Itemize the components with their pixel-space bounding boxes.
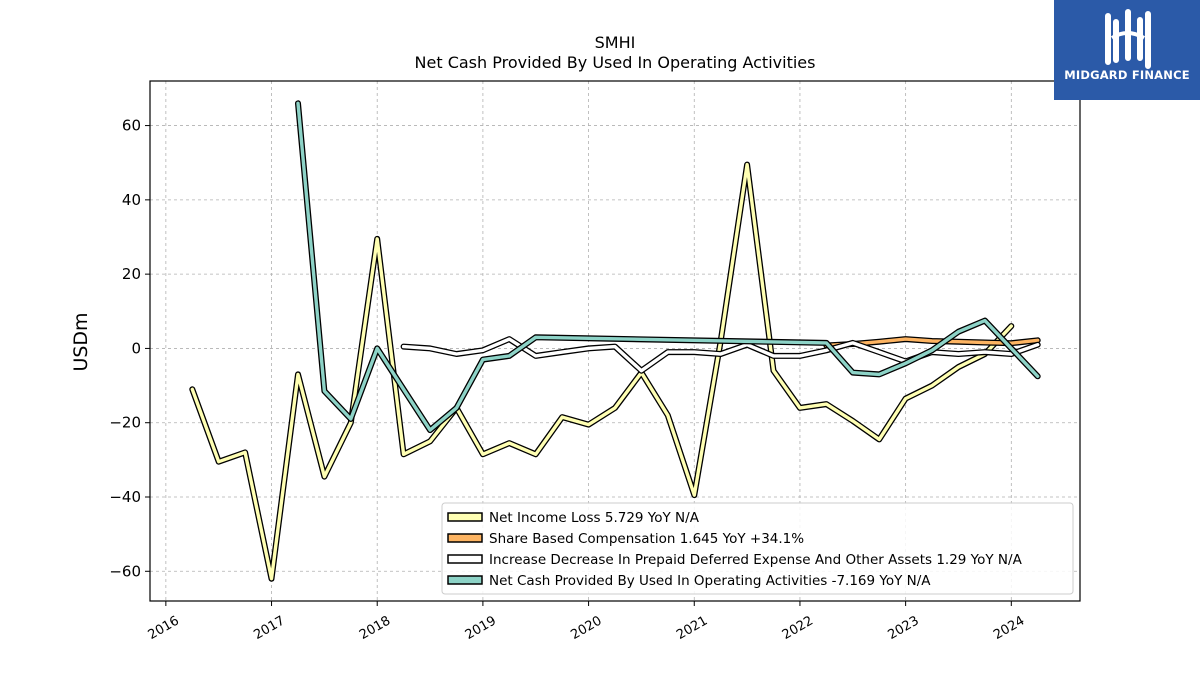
series-stroke [190, 162, 1013, 581]
legend-label: Increase Decrease In Prepaid Deferred Ex… [489, 552, 1023, 568]
legend-label: Net Income Loss 5.729 YoY N/A [489, 510, 700, 526]
chart-title: SMHI [595, 33, 636, 52]
legend-label: Share Based Compensation 1.645 YoY +34.1… [489, 531, 804, 547]
x-tick-label: 2017 [251, 613, 287, 643]
series-line-3 [295, 100, 1041, 434]
y-tick-label: 60 [122, 117, 141, 135]
series-stroke [296, 101, 1040, 432]
midgard-finance-logo: MIDGARD FINANCE [1054, 0, 1200, 100]
chart-subtitle: Net Cash Provided By Used In Operating A… [415, 53, 816, 72]
plot-frame [149, 80, 1081, 602]
legend-swatch [447, 512, 483, 522]
x-tick-label: 2019 [463, 613, 499, 643]
x-tick-label: 2022 [780, 613, 816, 643]
legend-label: Net Cash Provided By Used In Operating A… [489, 573, 931, 589]
x-tick-label: 2016 [146, 613, 182, 643]
y-tick-label: 0 [131, 339, 141, 357]
legend: Net Income Loss 5.729 YoY N/A Share Based… [441, 502, 1074, 595]
legend-swatch [447, 533, 483, 543]
series-layer [189, 100, 1041, 582]
x-tick-label: 2018 [357, 613, 393, 643]
y-tick-label: 40 [122, 191, 141, 209]
y-tick-label: −60 [109, 562, 141, 580]
midgard-logo-icon [1105, 9, 1151, 69]
x-tick-label: 2024 [991, 613, 1027, 643]
legend-swatch [447, 554, 483, 564]
y-tick-label: 20 [122, 265, 141, 283]
x-tick-label: 2021 [674, 613, 710, 643]
y-tick-label: −40 [109, 488, 141, 506]
legend-swatch [447, 575, 483, 585]
x-tick-label: 2020 [568, 613, 604, 643]
y-axis-label: USDm [70, 312, 92, 371]
legend-box [441, 502, 1074, 595]
brand-name: MIDGARD FINANCE [1064, 68, 1190, 82]
y-tick-label: −20 [109, 414, 141, 432]
series-line-0 [189, 161, 1015, 582]
x-tick-label: 2023 [885, 613, 921, 643]
series-outline [295, 100, 1041, 434]
